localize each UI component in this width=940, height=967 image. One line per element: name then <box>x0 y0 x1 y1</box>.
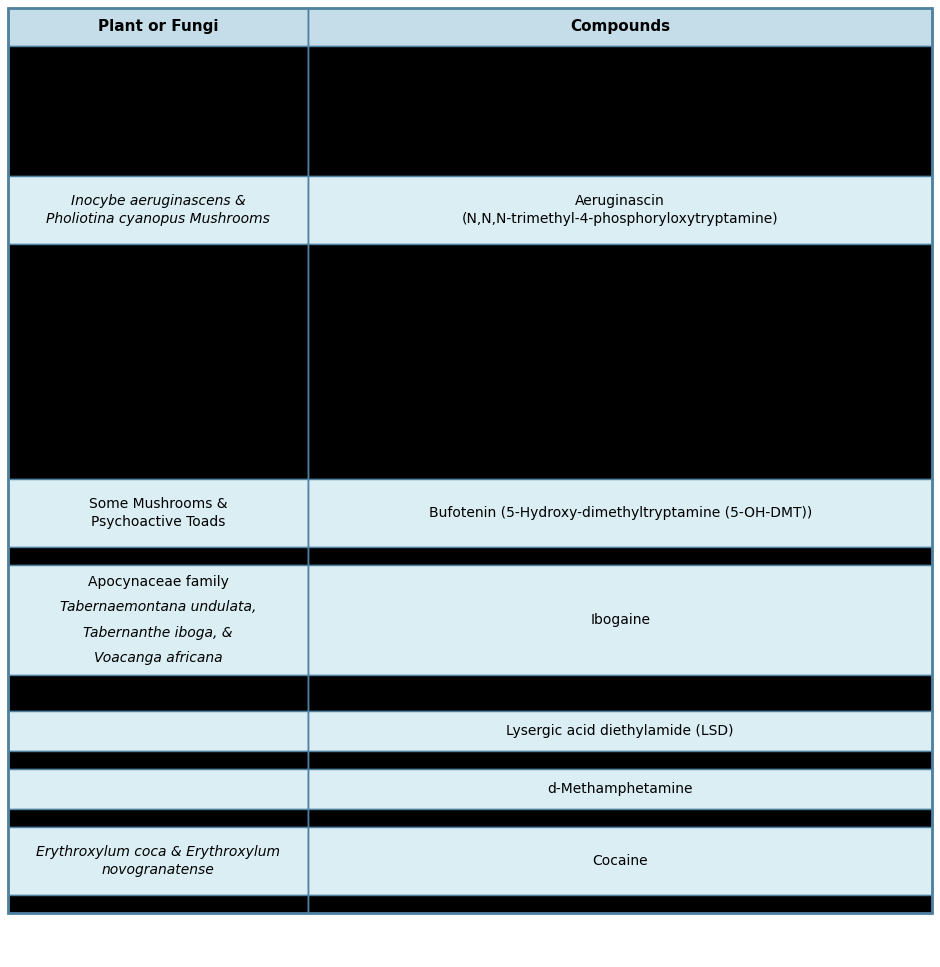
Bar <box>308 895 932 913</box>
Bar <box>8 565 308 675</box>
Text: Tabernanthe iboga, &: Tabernanthe iboga, & <box>84 626 233 640</box>
Text: Lysergic acid diethylamide (LSD): Lysergic acid diethylamide (LSD) <box>507 724 734 738</box>
Bar <box>8 809 308 827</box>
Text: Apocynaceae family: Apocynaceae family <box>87 574 228 589</box>
Text: Voacanga africana: Voacanga africana <box>94 652 223 665</box>
Text: Inocybe aeruginascens &
Pholiotina cyanopus Mushrooms: Inocybe aeruginascens & Pholiotina cyano… <box>46 193 270 226</box>
Bar <box>308 244 932 479</box>
Text: Aeruginascin
(N,N,N-trimethyl-4-phosphoryloxytryptamine): Aeruginascin (N,N,N-trimethyl-4-phosphor… <box>462 193 778 226</box>
Bar <box>308 769 932 809</box>
Bar <box>308 675 932 711</box>
Bar <box>8 711 308 751</box>
Bar <box>8 895 308 913</box>
Bar <box>8 751 308 769</box>
Bar <box>308 827 932 895</box>
Bar <box>308 565 932 675</box>
Text: Tabernaemontana undulata,: Tabernaemontana undulata, <box>60 601 257 614</box>
Bar <box>8 479 308 547</box>
Text: Some Mushrooms &
Psychoactive Toads: Some Mushrooms & Psychoactive Toads <box>89 497 227 529</box>
Text: Erythroxylum coca & Erythroxylum
novogranatense: Erythroxylum coca & Erythroxylum novogra… <box>36 845 280 877</box>
Bar <box>308 711 932 751</box>
Bar <box>308 809 932 827</box>
Bar <box>308 8 932 46</box>
Bar <box>8 547 308 565</box>
Bar <box>8 176 308 244</box>
Bar <box>8 46 308 176</box>
Bar <box>308 176 932 244</box>
Bar <box>8 675 308 711</box>
Bar <box>8 8 308 46</box>
Bar <box>308 46 932 176</box>
Bar <box>308 479 932 547</box>
Text: Ibogaine: Ibogaine <box>590 613 650 627</box>
Text: Bufotenin (5-Hydroxy-dimethyltryptamine (5-OH-DMT)): Bufotenin (5-Hydroxy-dimethyltryptamine … <box>429 506 812 520</box>
Bar <box>8 827 308 895</box>
Bar <box>8 244 308 479</box>
Text: Plant or Fungi: Plant or Fungi <box>98 19 218 35</box>
Text: d-Methamphetamine: d-Methamphetamine <box>547 782 693 796</box>
Bar <box>8 769 308 809</box>
Bar <box>308 751 932 769</box>
Text: Cocaine: Cocaine <box>592 854 648 868</box>
Bar <box>308 547 932 565</box>
Text: Compounds: Compounds <box>570 19 670 35</box>
